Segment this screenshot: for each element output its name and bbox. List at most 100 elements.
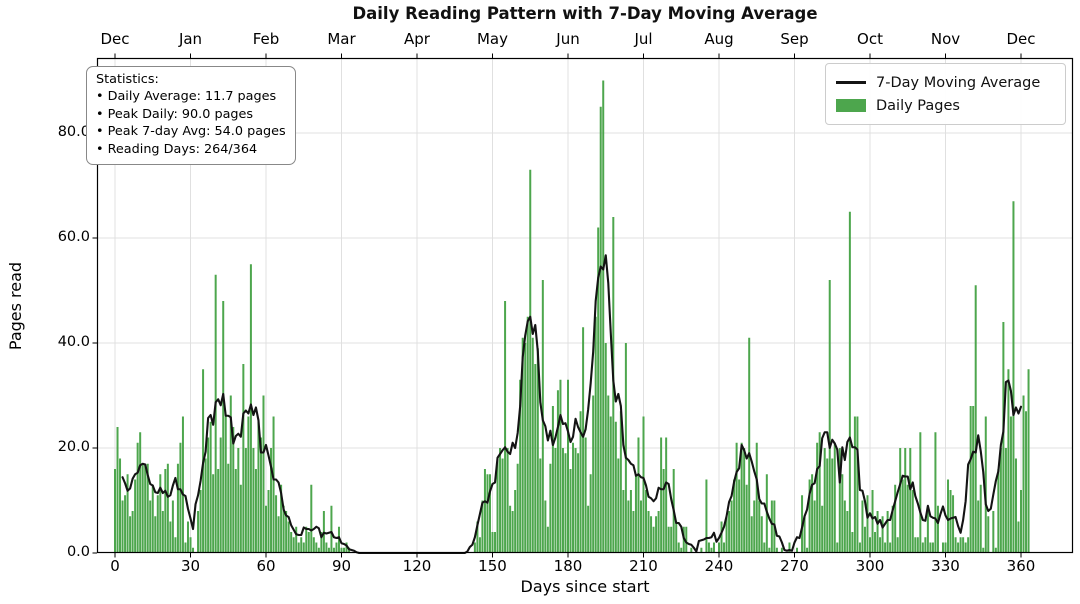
plot-canvas — [92, 53, 1074, 558]
top-month-label: Oct — [857, 30, 883, 48]
daily-pages-bar — [675, 521, 678, 553]
legend-label: Daily Pages — [876, 97, 960, 114]
daily-pages-bar — [841, 474, 844, 553]
daily-pages-bar — [559, 379, 562, 553]
x-tick-label: 60 — [256, 557, 276, 575]
daily-pages-bar — [604, 343, 607, 553]
daily-pages-bar — [823, 448, 826, 553]
daily-pages-bar — [169, 521, 172, 553]
daily-pages-bar — [906, 484, 909, 553]
daily-pages-bar — [594, 316, 597, 553]
legend-line-swatch — [836, 81, 866, 84]
daily-pages-bar — [974, 285, 977, 553]
daily-pages-bar — [881, 516, 884, 553]
axes-spine — [96, 57, 1074, 554]
y-tick-label: 40.0 — [57, 334, 90, 350]
daily-pages-bar — [750, 516, 753, 553]
daily-pages-bar — [257, 421, 260, 553]
daily-pages-bar — [564, 453, 567, 553]
daily-pages-bar — [617, 458, 620, 553]
x-tick-label: 360 — [1006, 557, 1036, 575]
daily-pages-bar — [899, 448, 902, 553]
daily-pages-bar — [954, 537, 957, 553]
daily-pages-bar — [667, 526, 670, 553]
daily-pages-bar — [531, 337, 534, 553]
daily-pages-bar — [149, 500, 152, 553]
daily-pages-bar — [650, 516, 653, 553]
daily-pages-bar — [924, 537, 927, 553]
daily-pages-bar — [179, 442, 182, 553]
daily-pages-bar — [838, 448, 841, 553]
daily-pages-bar — [685, 526, 688, 553]
daily-pages-bar — [574, 448, 577, 553]
daily-pages-bar — [874, 532, 877, 553]
daily-pages-bar — [705, 479, 708, 553]
daily-pages-bar — [1004, 448, 1007, 553]
daily-pages-bar — [869, 537, 871, 553]
daily-pages-bar — [227, 463, 230, 553]
daily-pages-bar — [826, 458, 829, 553]
daily-pages-bar — [504, 301, 507, 553]
daily-pages-bar — [265, 505, 267, 553]
daily-pages-bar — [707, 542, 710, 553]
top-month-label: May — [476, 30, 508, 48]
daily-pages-bar — [796, 547, 799, 553]
daily-pages-bar — [936, 505, 939, 553]
daily-pages-bar — [894, 484, 897, 553]
daily-pages-bar — [121, 500, 124, 553]
daily-pages-bar — [652, 526, 655, 553]
daily-pages-bar — [775, 547, 778, 553]
daily-pages-bar — [192, 547, 195, 553]
daily-pages-bar — [302, 542, 305, 553]
y-tick-label: 80.0 — [57, 124, 90, 140]
top-month-label: Feb — [252, 30, 280, 48]
daily-pages-bar — [222, 301, 225, 553]
daily-pages-bar — [1020, 490, 1022, 553]
daily-pages-bar — [348, 547, 351, 553]
x-tick-label: 150 — [478, 557, 507, 575]
daily-pages-bar — [262, 395, 265, 553]
daily-pages-bar — [645, 490, 648, 553]
daily-pages-bar — [514, 490, 517, 553]
daily-pages-bar — [330, 505, 333, 553]
daily-pages-bar — [234, 469, 237, 553]
daily-pages-bar — [959, 537, 962, 553]
legend-patch-swatch — [836, 99, 866, 112]
daily-pages-bar — [285, 511, 288, 553]
daily-pages-bar — [957, 542, 960, 553]
daily-pages-bar — [174, 537, 177, 553]
daily-pages-bar — [967, 537, 970, 553]
stats-line: • Peak 7-day Avg: 54.0 pages — [96, 124, 286, 140]
daily-pages-bar — [184, 542, 187, 553]
daily-pages-bar — [569, 469, 572, 553]
daily-pages-bar — [154, 516, 157, 553]
moving-average-line — [121, 254, 1023, 555]
top-month-label: Aug — [704, 30, 734, 48]
daily-pages-bar — [114, 469, 116, 553]
daily-pages-bar — [529, 169, 532, 553]
daily-pages-bar — [181, 416, 184, 553]
daily-pages-bar — [609, 416, 612, 553]
x-tick-label: 210 — [629, 557, 658, 575]
daily-pages-bar — [768, 547, 771, 553]
x-tick-label: 330 — [931, 557, 960, 575]
daily-pages-bar — [861, 500, 864, 553]
daily-pages-bar — [952, 495, 955, 553]
daily-pages-bar — [941, 542, 944, 553]
daily-pages-bar — [214, 274, 217, 553]
x-tick-label: 300 — [855, 557, 885, 575]
daily-pages-bar — [544, 500, 547, 553]
daily-pages-bar — [929, 542, 932, 553]
daily-pages-bar — [871, 490, 874, 553]
daily-pages-bar — [836, 542, 839, 553]
daily-pages-bar — [811, 474, 814, 553]
daily-pages-bar — [144, 463, 147, 553]
x-axis-label: Days since start — [520, 577, 650, 596]
daily-pages-bar — [156, 495, 159, 553]
daily-pages-bar — [524, 343, 527, 553]
daily-pages-bar — [670, 526, 673, 553]
daily-pages-bar — [632, 511, 635, 553]
daily-pages-bar — [499, 448, 502, 553]
daily-pages-bar — [982, 547, 985, 553]
daily-pages-bar — [1017, 521, 1020, 553]
